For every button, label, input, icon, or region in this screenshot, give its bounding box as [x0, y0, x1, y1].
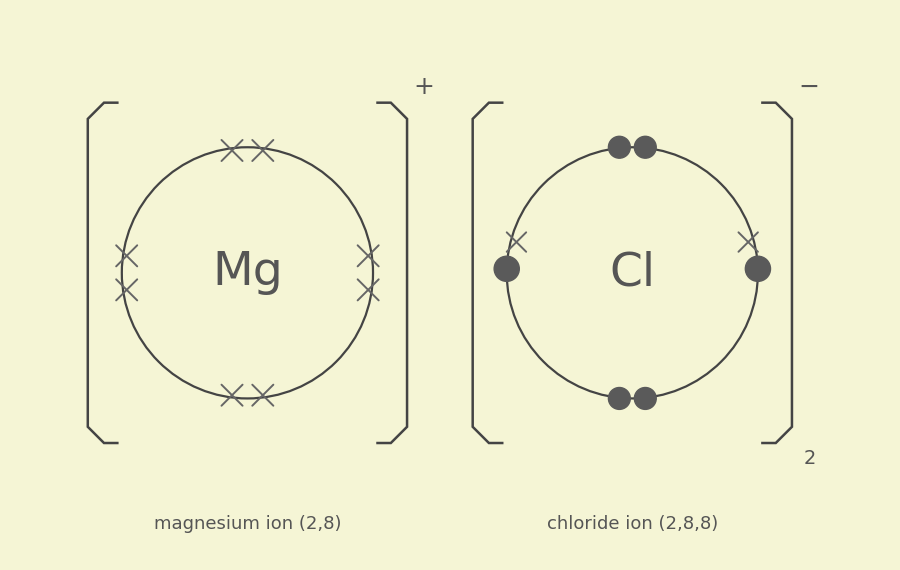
Circle shape	[608, 388, 630, 409]
Text: −: −	[798, 75, 819, 99]
Circle shape	[634, 388, 656, 409]
Text: magnesium ion (2,8): magnesium ion (2,8)	[154, 515, 341, 533]
Circle shape	[494, 256, 519, 282]
Text: chloride ion (2,8,8): chloride ion (2,8,8)	[546, 515, 718, 533]
Circle shape	[745, 256, 770, 282]
Circle shape	[608, 136, 630, 158]
Text: 2: 2	[804, 450, 816, 469]
Text: Cl: Cl	[609, 250, 655, 295]
Text: +: +	[413, 75, 435, 99]
Circle shape	[634, 136, 656, 158]
Text: Mg: Mg	[212, 250, 283, 295]
